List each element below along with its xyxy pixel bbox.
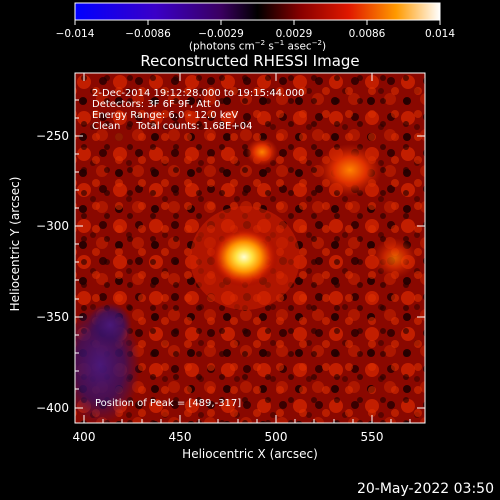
energy-range-text: Energy Range: 6.0 - 12.0 keV [92, 110, 239, 121]
x-tick-label: 450 [169, 430, 192, 444]
colorbar-tick-label: 0.0086 [349, 28, 386, 40]
colorbar-gradient [74, 2, 441, 21]
algorithm-counts-text: Clean Total counts: 1.68E+04 [92, 121, 253, 132]
colorbar-tick-label: 0.014 [425, 28, 455, 40]
time-range-text: 2-Dec-2014 19:12:28.000 to 19:15:44.000 [92, 88, 305, 99]
peak-position-text: Position of Peak = [489,-317] [95, 398, 242, 409]
image-title: Reconstructed RHESSI Image [140, 52, 360, 70]
y-tick-label: −300 [36, 219, 69, 233]
timestamp-footer: 20-May-2022 03:50 [356, 481, 494, 497]
colorbar-units: (photons cm−2 s−1 asec−2) [188, 39, 327, 53]
x-tick-label: 500 [265, 430, 288, 444]
detectors-text: Detectors: 3F 6F 9F, Att 0 [92, 99, 221, 110]
y-tick-label: −350 [36, 310, 69, 324]
colorbar-tick-label: −0.0086 [125, 28, 171, 40]
x-tick-label: 550 [361, 430, 384, 444]
colorbar: −0.014 −0.0086 −0.0029 0.0029 0.0086 0.0… [56, 2, 455, 40]
y-axis-label: Heliocentric Y (arcsec) [8, 176, 22, 312]
x-axis-label: Heliocentric X (arcsec) [182, 447, 318, 461]
x-axis-ticks [83, 73, 411, 423]
solar-image [75, 73, 425, 423]
colorbar-tick-label: −0.014 [56, 28, 95, 40]
colorbar-tick-label: −0.0029 [198, 28, 244, 40]
plot-frame [74, 72, 426, 424]
colorbar-tick-label: 0.0029 [276, 28, 313, 40]
x-tick-label: 400 [73, 430, 96, 444]
y-tick-label: −400 [36, 401, 69, 415]
y-tick-label: −250 [36, 129, 69, 143]
y-axis-ticks [75, 99, 425, 409]
peak-source [210, 227, 278, 287]
